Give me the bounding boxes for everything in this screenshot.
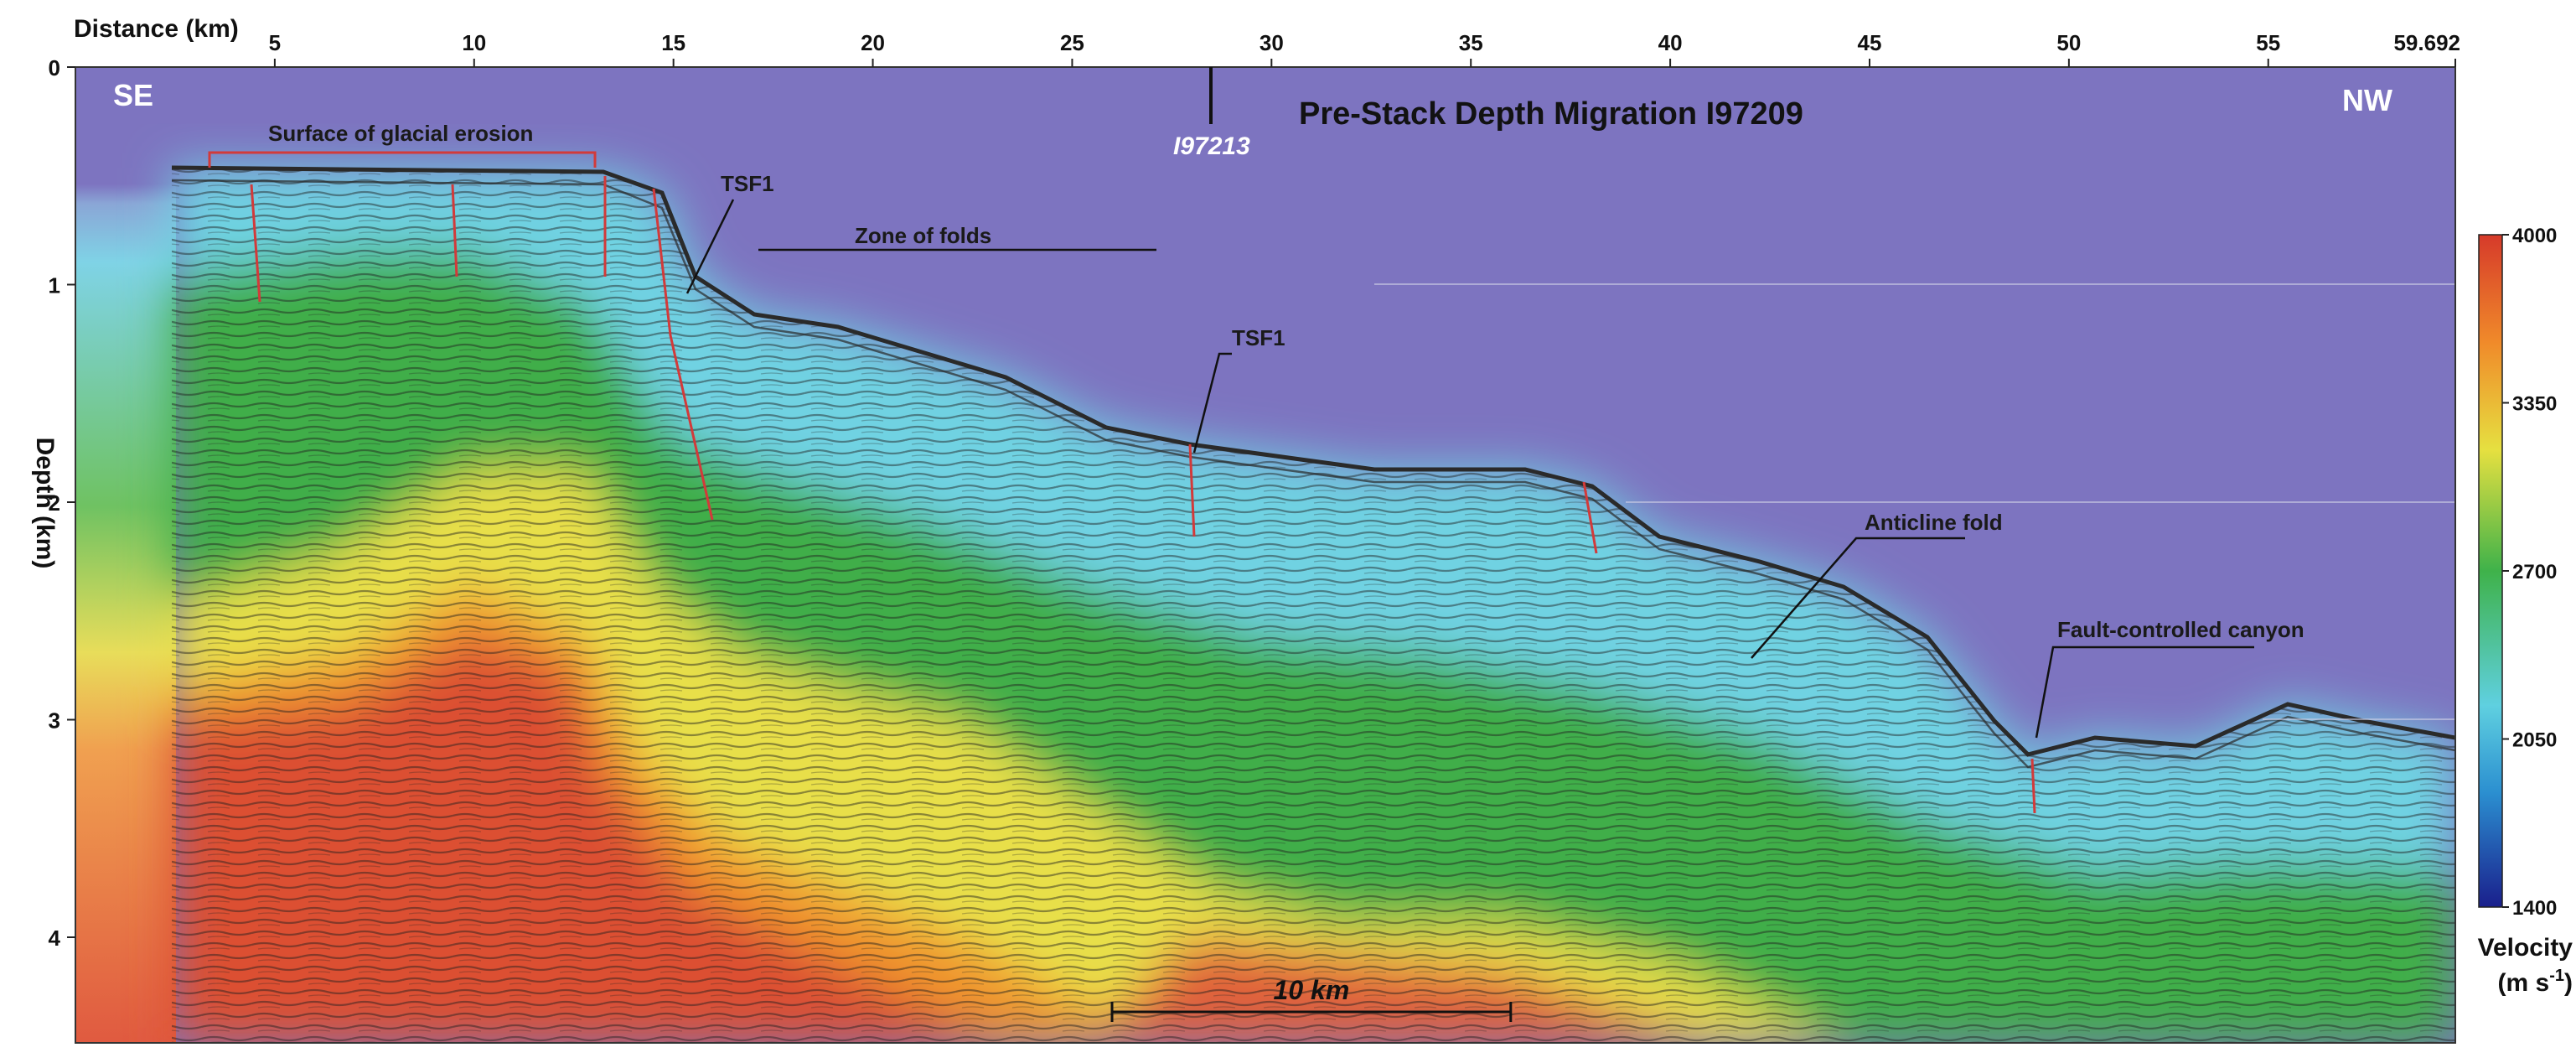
annotation-tsf1-a-text: TSF1 [721,171,774,196]
crossing-line-label: I97213 [1173,132,1250,160]
y-axis-ticks: 0 1 2 3 4 [49,55,75,951]
annotation-tsf1-b: TSF1 [1192,325,1285,454]
velocity-colorbar: 4000 3350 2700 2050 1400 Velocity (m s-1) [2478,225,2573,997]
x-axis-ticks: 5 10 15 20 25 30 35 40 45 50 55 59.692 [269,30,2460,67]
annotation-canyon: Fault-controlled canyon [2035,617,2304,739]
seismic-section [75,67,2455,1043]
x-tick-label: 45 [1858,30,1882,55]
colorbar-units: (m s-1) [2498,967,2573,997]
x-tick-label: 59.692 [2393,30,2460,55]
x-tick-label: 30 [1260,30,1284,55]
colorbar-tick-label: 3350 [2512,393,2557,416]
x-tick-label: 35 [1459,30,1483,55]
annotation-glacial-text: Surface of glacial erosion [268,121,533,146]
y-tick-label: 2 [49,490,60,516]
fault-lines [250,176,2036,814]
colorbar-ramp [2478,234,2503,908]
colorbar-title: Velocity [2478,934,2573,962]
annotation-tsf1-b-text: TSF1 [1232,325,1285,350]
seafloor [171,165,2455,757]
x-tick-label: 40 [1658,30,1683,55]
scale-bar-label: 10 km [1274,975,1350,1005]
corner-right-label: NW [2342,83,2392,117]
annotation-folds-text: Zone of folds [855,223,991,248]
x-tick-label: 50 [2056,30,2081,55]
x-tick-label: 10 [462,30,486,55]
colorbar-tick-label: 2050 [2512,729,2557,752]
y-tick-label: 1 [49,273,60,298]
section-title: Pre-Stack Depth Migration I97209 [1299,96,1803,132]
x-tick-label: 55 [2256,30,2280,55]
x-tick-label: 5 [269,30,281,55]
colorbar-tick-label: 2700 [2512,561,2557,583]
annotation-glacial: Surface of glacial erosion [208,121,597,168]
colorbar-tick-label: 1400 [2512,897,2557,920]
x-tick-label: 20 [861,30,885,55]
x-axis-title: Distance (km) [74,15,239,43]
colorbar-tick-label: 4000 [2512,225,2557,247]
y-tick-label: 0 [49,55,60,80]
annotation-tsf1-a: TSF1 [685,171,774,294]
annotation-folds: Zone of folds [758,223,1156,251]
plot-frame [75,66,2456,1044]
annotation-anticline-text: Anticline fold [1865,510,2003,535]
scale-bar: 10 km [1110,975,1513,1022]
annotation-canyon-text: Fault-controlled canyon [2057,617,2304,642]
y-tick-label: 4 [49,926,61,951]
y-axis-title: Depth (km) [31,438,59,569]
annotation-anticline: Anticline fold [1751,510,2003,659]
left-edge-velocity [75,67,176,1043]
corner-left-label: SE [113,78,153,112]
x-tick-label: 15 [661,30,685,55]
y-tick-label: 3 [49,708,60,734]
reflector-texture [172,168,2455,1043]
colorbar-ticks: 4000 3350 2700 2050 1400 [2502,225,2557,920]
colorbar-units-superscript: -1 [2549,967,2564,985]
x-tick-label: 25 [1060,30,1084,55]
